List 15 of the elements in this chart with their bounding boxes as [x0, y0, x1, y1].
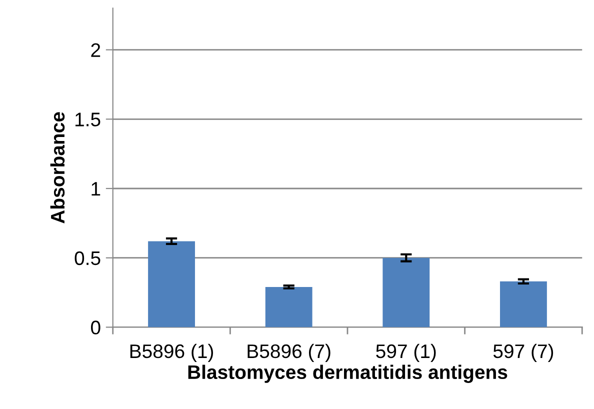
bar: [500, 281, 547, 328]
x-axis-title: Blastomyces dermatitidis antigens: [188, 364, 508, 383]
x-tick-label: B5896 (7): [248, 344, 330, 362]
bar: [382, 258, 430, 328]
bar: [148, 241, 195, 328]
y-tick-label: 0.5: [74, 251, 100, 266]
y-tick-label: 1: [92, 182, 100, 196]
y-tick-label: 2: [91, 43, 100, 57]
y-tick-label: 1.5: [76, 112, 100, 126]
y-axis-title: Absorbance: [50, 112, 65, 224]
x-tick-label: B5896 (1): [130, 344, 214, 362]
x-tick-label: 597 (1): [376, 344, 436, 362]
bar: [265, 286, 312, 328]
x-tick-label: 597 (7): [493, 344, 554, 362]
y-tick-label: 0: [91, 320, 100, 334]
